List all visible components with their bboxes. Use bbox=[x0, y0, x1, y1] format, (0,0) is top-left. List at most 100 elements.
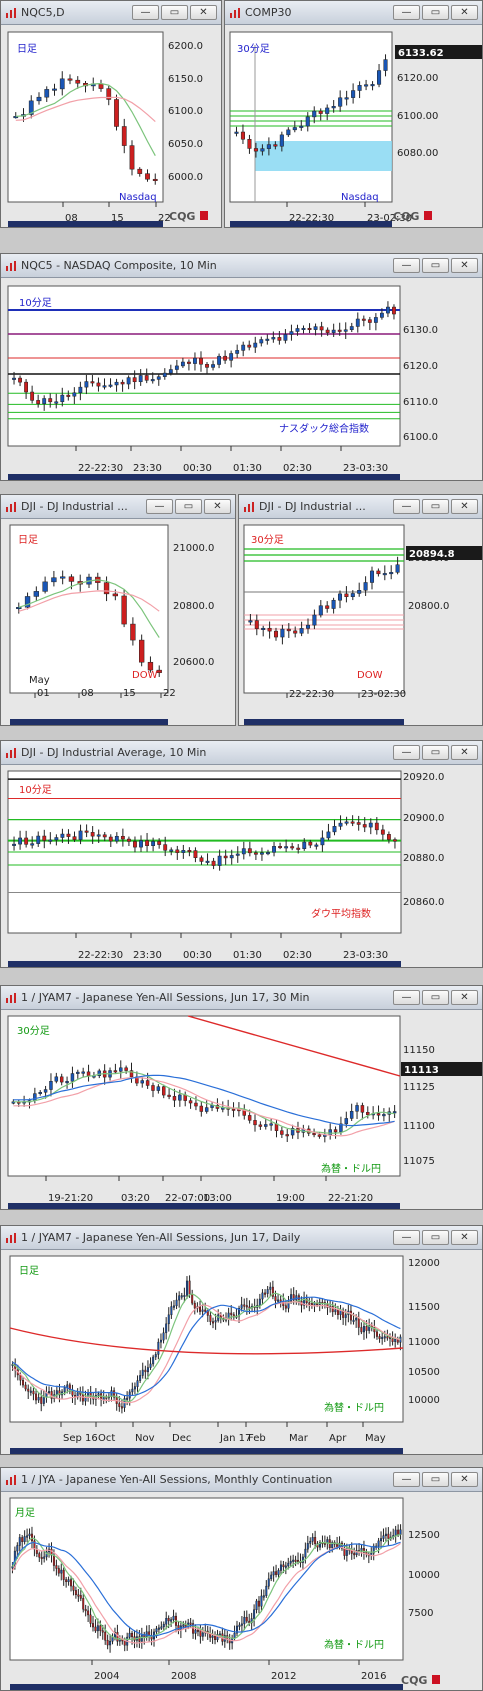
candle-body bbox=[133, 841, 137, 848]
close-button[interactable]: ✕ bbox=[451, 745, 478, 760]
candle-body bbox=[193, 850, 198, 858]
candle-body bbox=[235, 853, 240, 856]
chart-window-dji-10min[interactable]: DJI - DJ Industrial Average, 10 Min — ▭ ✕ … bbox=[0, 740, 483, 968]
close-button[interactable]: ✕ bbox=[451, 1472, 478, 1487]
candle-body bbox=[326, 831, 331, 839]
candle-body bbox=[149, 1363, 152, 1368]
chart-window-jya-monthly[interactable]: 1 / JYA - Japanese Yen-All Sessions, Mon… bbox=[0, 1467, 483, 1691]
candle-body bbox=[183, 1294, 186, 1297]
candle-body bbox=[181, 850, 186, 853]
candle-body bbox=[193, 1302, 196, 1309]
title-bar[interactable]: DJI - DJ Industrial ... — ▭ ✕ bbox=[1, 495, 235, 519]
minimize-button[interactable]: — bbox=[393, 499, 420, 514]
chart-canvas[interactable]: 11150 11125 11100 11075 19-21:20 03:20 22-07:0… bbox=[1, 1010, 483, 1210]
window-title: NQC5 - NASDAQ Composite, 10 Min bbox=[21, 259, 217, 272]
close-button[interactable]: ✕ bbox=[451, 1230, 478, 1245]
minimize-button[interactable]: — bbox=[393, 1472, 420, 1487]
chart-canvas[interactable]: 6200.0 6150.0 6100.0 6050.0 6000.0 08 15 22 日足 Na… bbox=[1, 25, 222, 228]
restore-button[interactable]: ▭ bbox=[422, 499, 449, 514]
candle-body bbox=[279, 134, 284, 147]
moving-average-line bbox=[18, 579, 160, 638]
chart-canvas[interactable]: 6120.00 6100.00 6080.00 22-22:30 23-02:30 30分… bbox=[225, 25, 483, 228]
candle-body bbox=[305, 116, 310, 127]
candle-body bbox=[11, 1566, 14, 1569]
restore-button[interactable]: ▭ bbox=[161, 5, 188, 20]
chart-canvas[interactable]: 6130.0 6120.0 6110.0 6100.0 22-22:30 23:30 00:… bbox=[1, 278, 483, 481]
restore-button[interactable]: ▭ bbox=[422, 5, 449, 20]
candle-body bbox=[253, 1120, 257, 1126]
candle-body bbox=[373, 1327, 376, 1333]
chart-window-dji-30min[interactable]: DJI - DJ Industrial ... —▭✕ 20850.020800… bbox=[238, 494, 483, 726]
chart-window-jyam7-30min[interactable]: 1 / JYAM7 - Japanese Yen-All Sessions, J… bbox=[0, 985, 483, 1210]
restore-button[interactable]: ▭ bbox=[422, 1472, 449, 1487]
close-button[interactable]: ✕ bbox=[451, 5, 478, 20]
candle-body bbox=[94, 1626, 97, 1632]
close-button[interactable]: ✕ bbox=[204, 499, 231, 514]
restore-button[interactable]: ▭ bbox=[422, 1230, 449, 1245]
candle-body bbox=[360, 1327, 363, 1333]
minimize-button[interactable]: — bbox=[393, 258, 420, 273]
candle-body bbox=[305, 624, 311, 629]
x-tick-label: Oct bbox=[98, 1433, 115, 1444]
minimize-button[interactable]: — bbox=[393, 1230, 420, 1245]
candle-body bbox=[235, 350, 240, 354]
window-title: 1 / JYAM7 - Japanese Yen-All Sessions, J… bbox=[21, 1231, 301, 1244]
chart-canvas[interactable]: 21000.0 20800.0 20600.0 01 08 15 22 日足 DOW May bbox=[1, 519, 236, 726]
candle-body bbox=[387, 1533, 390, 1539]
plot-area bbox=[7, 1015, 401, 1177]
time-scrollbar bbox=[8, 1203, 400, 1209]
chart-window-nqc5-daily[interactable]: NQC5,D — ▭ ✕ 6200.0 6150.0 6100.0 6050.0 6000.… bbox=[0, 0, 222, 228]
time-scrollbar bbox=[8, 961, 401, 967]
title-bar[interactable]: 1 / JYAM7 - Japanese Yen-All Sessions, J… bbox=[1, 1226, 482, 1250]
title-bar[interactable]: DJI - DJ Industrial Average, 10 Min — ▭ ✕ bbox=[1, 741, 482, 765]
candle-body bbox=[292, 127, 297, 131]
minimize-button[interactable]: — bbox=[393, 990, 420, 1005]
candle-body bbox=[382, 1535, 385, 1539]
title-bar[interactable]: COMP30 — ▭ ✕ bbox=[225, 1, 482, 25]
minimize-button[interactable]: — bbox=[393, 745, 420, 760]
candle-body bbox=[137, 168, 143, 174]
y-tick-label: 11000 bbox=[408, 1337, 440, 1348]
chart-window-jyam7-daily[interactable]: 1 / JYAM7 - Japanese Yen-All Sessions, J… bbox=[0, 1225, 483, 1455]
candle-body bbox=[178, 1094, 182, 1101]
candle-body bbox=[344, 1118, 349, 1125]
close-button[interactable]: ✕ bbox=[451, 990, 478, 1005]
x-tick-label: 23-03:30 bbox=[343, 463, 388, 474]
candle-body bbox=[172, 1305, 175, 1308]
candle-body bbox=[38, 1092, 42, 1095]
title-bar[interactable]: 1 / JYAM7 - Japanese Yen-All Sessions, J… bbox=[1, 986, 482, 1010]
candle-body bbox=[152, 1356, 155, 1365]
candle-body bbox=[118, 1403, 121, 1407]
title-bar[interactable]: NQC5,D — ▭ ✕ bbox=[1, 1, 221, 25]
chart-window-nasdaq-10min[interactable]: NQC5 - NASDAQ Composite, 10 Min — ▭ ✕ 6130… bbox=[0, 253, 483, 481]
close-button[interactable]: ✕ bbox=[451, 499, 478, 514]
chart-window-comp30[interactable]: COMP30 — ▭ ✕ 6120.00 6100.00 6080.00 22-22:30… bbox=[224, 0, 483, 228]
minimize-button[interactable]: — bbox=[393, 5, 420, 20]
candle-body bbox=[314, 844, 319, 847]
restore-button[interactable]: ▭ bbox=[422, 990, 449, 1005]
candle-body bbox=[373, 317, 378, 323]
chart-canvas[interactable]: 20920.0 20900.0 20880.0 20860.0 22-22:30 23:3… bbox=[1, 765, 483, 968]
candle-body bbox=[309, 1540, 312, 1544]
candle-body bbox=[145, 1631, 148, 1638]
chart-canvas[interactable]: 20850.020800.022-22:3023-02:3030分足DOW208… bbox=[239, 519, 483, 726]
x-tick-label: 08 bbox=[65, 213, 78, 224]
close-button[interactable]: ✕ bbox=[190, 5, 217, 20]
title-bar[interactable]: DJI - DJ Industrial ... — ▭ ✕ bbox=[239, 495, 482, 519]
title-bar[interactable]: 1 / JYA - Japanese Yen-All Sessions, Mon… bbox=[1, 1468, 482, 1492]
candle-body bbox=[165, 1618, 168, 1625]
x-tick-label: 23:30 bbox=[133, 463, 162, 474]
instrument-name-tag: DOW bbox=[132, 670, 158, 681]
chart-window-dji-daily[interactable]: DJI - DJ Industrial ... — ▭ ✕ 21000.0 20800… bbox=[0, 494, 236, 726]
restore-button[interactable]: ▭ bbox=[422, 745, 449, 760]
title-bar[interactable]: NQC5 - NASDAQ Composite, 10 Min — ▭ ✕ bbox=[1, 254, 482, 278]
candle-body bbox=[54, 837, 59, 841]
restore-button[interactable]: ▭ bbox=[175, 499, 202, 514]
chart-canvas[interactable]: 12000 11500 11000 10500 10000 Sep 16 Oct Nov Dec… bbox=[1, 1250, 483, 1455]
minimize-button[interactable]: — bbox=[146, 499, 173, 514]
close-button[interactable]: ✕ bbox=[451, 258, 478, 273]
restore-button[interactable]: ▭ bbox=[422, 258, 449, 273]
minimize-button[interactable]: — bbox=[132, 5, 159, 20]
instrument-name-tag: DOW bbox=[357, 670, 383, 681]
